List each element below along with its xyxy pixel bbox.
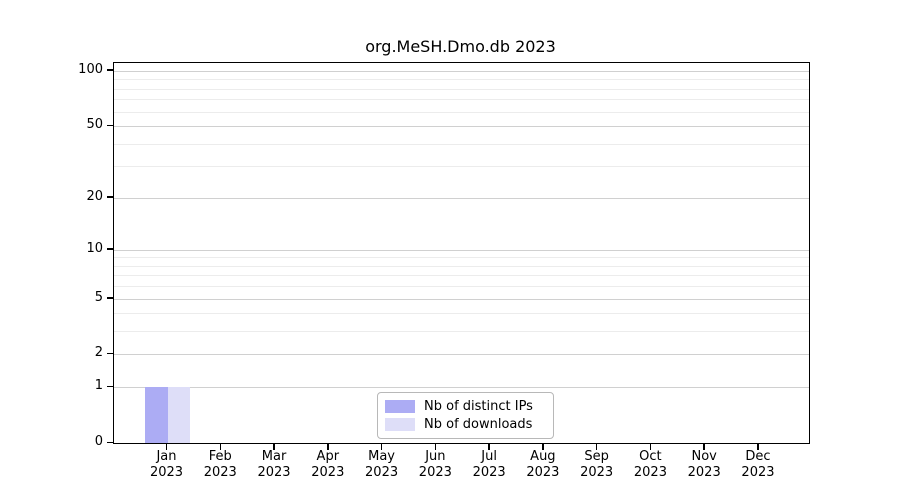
x-axis-tick [488, 443, 490, 450]
x-tick-label: Mar 2023 [238, 449, 310, 481]
y-tick-label: 100 [78, 61, 103, 77]
legend-swatch [385, 399, 415, 413]
bar-downloads-jan [167, 387, 190, 443]
minor-gridline [114, 286, 809, 288]
x-tick-label: Sep 2023 [561, 449, 633, 481]
x-tick-label: Oct 2023 [614, 449, 686, 481]
major-gridline [114, 298, 809, 300]
minor-gridline [114, 166, 809, 168]
major-gridline [114, 126, 809, 128]
bar-distinct-ips-jan [145, 387, 168, 443]
x-tick-month: Apr [316, 449, 340, 464]
x-axis-tick [703, 443, 705, 450]
x-tick-label: Nov 2023 [668, 449, 740, 481]
y-axis-tick [107, 69, 113, 71]
x-tick-month: May [368, 449, 396, 464]
x-tick-month: Feb [208, 449, 232, 464]
legend-swatch [385, 418, 415, 432]
minor-gridline [114, 111, 809, 113]
y-tick-label: 5 [94, 289, 103, 305]
minor-gridline [114, 265, 809, 267]
y-axis-tick [107, 196, 113, 198]
y-axis-tick [107, 124, 113, 127]
x-axis-tick [595, 443, 598, 450]
plot-area [113, 62, 810, 444]
x-axis-tick [434, 443, 437, 450]
y-axis-tick [107, 385, 113, 388]
x-tick-year: 2023 [633, 465, 667, 480]
minor-gridline [114, 313, 809, 315]
major-gridline [114, 197, 809, 199]
x-tick-year: 2023 [149, 465, 184, 480]
y-axis-tick [107, 248, 113, 250]
minor-gridline [114, 257, 809, 259]
x-tick-label: Jun 2023 [399, 449, 471, 481]
x-tick-label: Dec 2023 [722, 449, 794, 481]
legend-item: Nb of downloads [385, 417, 546, 432]
major-gridline [114, 249, 809, 251]
chart-title: org.MeSH.Dmo.db 2023 [365, 37, 556, 56]
x-tick-year: 2023 [687, 465, 721, 480]
minor-gridline [114, 79, 809, 81]
x-axis-tick [542, 443, 544, 450]
x-tick-month: Mar [261, 449, 287, 464]
legend-item: Nb of distinct IPs [385, 399, 546, 414]
x-tick-year: 2023 [365, 465, 399, 480]
x-tick-year: 2023 [580, 465, 614, 480]
major-gridline [114, 387, 809, 389]
x-tick-label: Jan 2023 [131, 449, 203, 481]
x-tick-label: May 2023 [346, 449, 418, 481]
x-tick-label: Apr 2023 [292, 449, 364, 481]
x-axis-tick [273, 443, 275, 450]
y-tick-label: 10 [86, 240, 103, 256]
minor-gridline [114, 275, 809, 277]
y-axis-tick [107, 441, 113, 443]
minor-gridline [114, 99, 809, 101]
x-tick-month: Aug [530, 449, 556, 464]
major-gridline [114, 354, 809, 356]
x-tick-month: Jan [156, 449, 177, 464]
x-axis-tick [757, 443, 759, 450]
y-axis-tick [107, 297, 113, 299]
x-tick-month: Oct [639, 449, 662, 464]
x-tick-month: Nov [691, 449, 717, 464]
x-tick-year: 2023 [741, 465, 775, 480]
x-tick-label: Jul 2023 [453, 449, 525, 481]
x-axis-tick [649, 443, 652, 450]
y-tick-label: 0 [94, 434, 103, 449]
minor-gridline [114, 88, 809, 90]
y-tick-label: 50 [86, 117, 103, 133]
legend-label: Nb of distinct IPs [424, 398, 533, 414]
x-axis-tick [327, 443, 329, 450]
x-tick-year: 2023 [203, 465, 237, 480]
y-axis-tick [107, 352, 113, 355]
x-tick-month: Sep [584, 449, 609, 464]
x-tick-year: 2023 [311, 465, 345, 480]
x-tick-month: Dec [745, 449, 771, 464]
x-axis-tick [219, 443, 222, 450]
x-tick-month: Jul [481, 449, 497, 464]
x-tick-label: Aug 2023 [507, 449, 579, 481]
x-axis-tick [165, 443, 168, 450]
y-tick-label: 20 [86, 188, 103, 204]
x-tick-month: Jun [425, 449, 446, 464]
minor-gridline [114, 143, 809, 145]
major-gridline [114, 70, 809, 72]
minor-gridline [114, 331, 809, 333]
x-axis-tick [380, 443, 383, 450]
legend-label: Nb of downloads [424, 417, 533, 433]
legend: Nb of distinct IPs Nb of downloads [377, 392, 554, 439]
x-tick-year: 2023 [472, 465, 506, 480]
x-tick-year: 2023 [418, 465, 452, 480]
x-tick-year: 2023 [526, 465, 560, 480]
y-tick-label: 2 [94, 345, 103, 361]
y-tick-label: 1 [94, 378, 103, 394]
x-tick-year: 2023 [257, 465, 291, 480]
x-tick-label: Feb 2023 [184, 449, 256, 481]
